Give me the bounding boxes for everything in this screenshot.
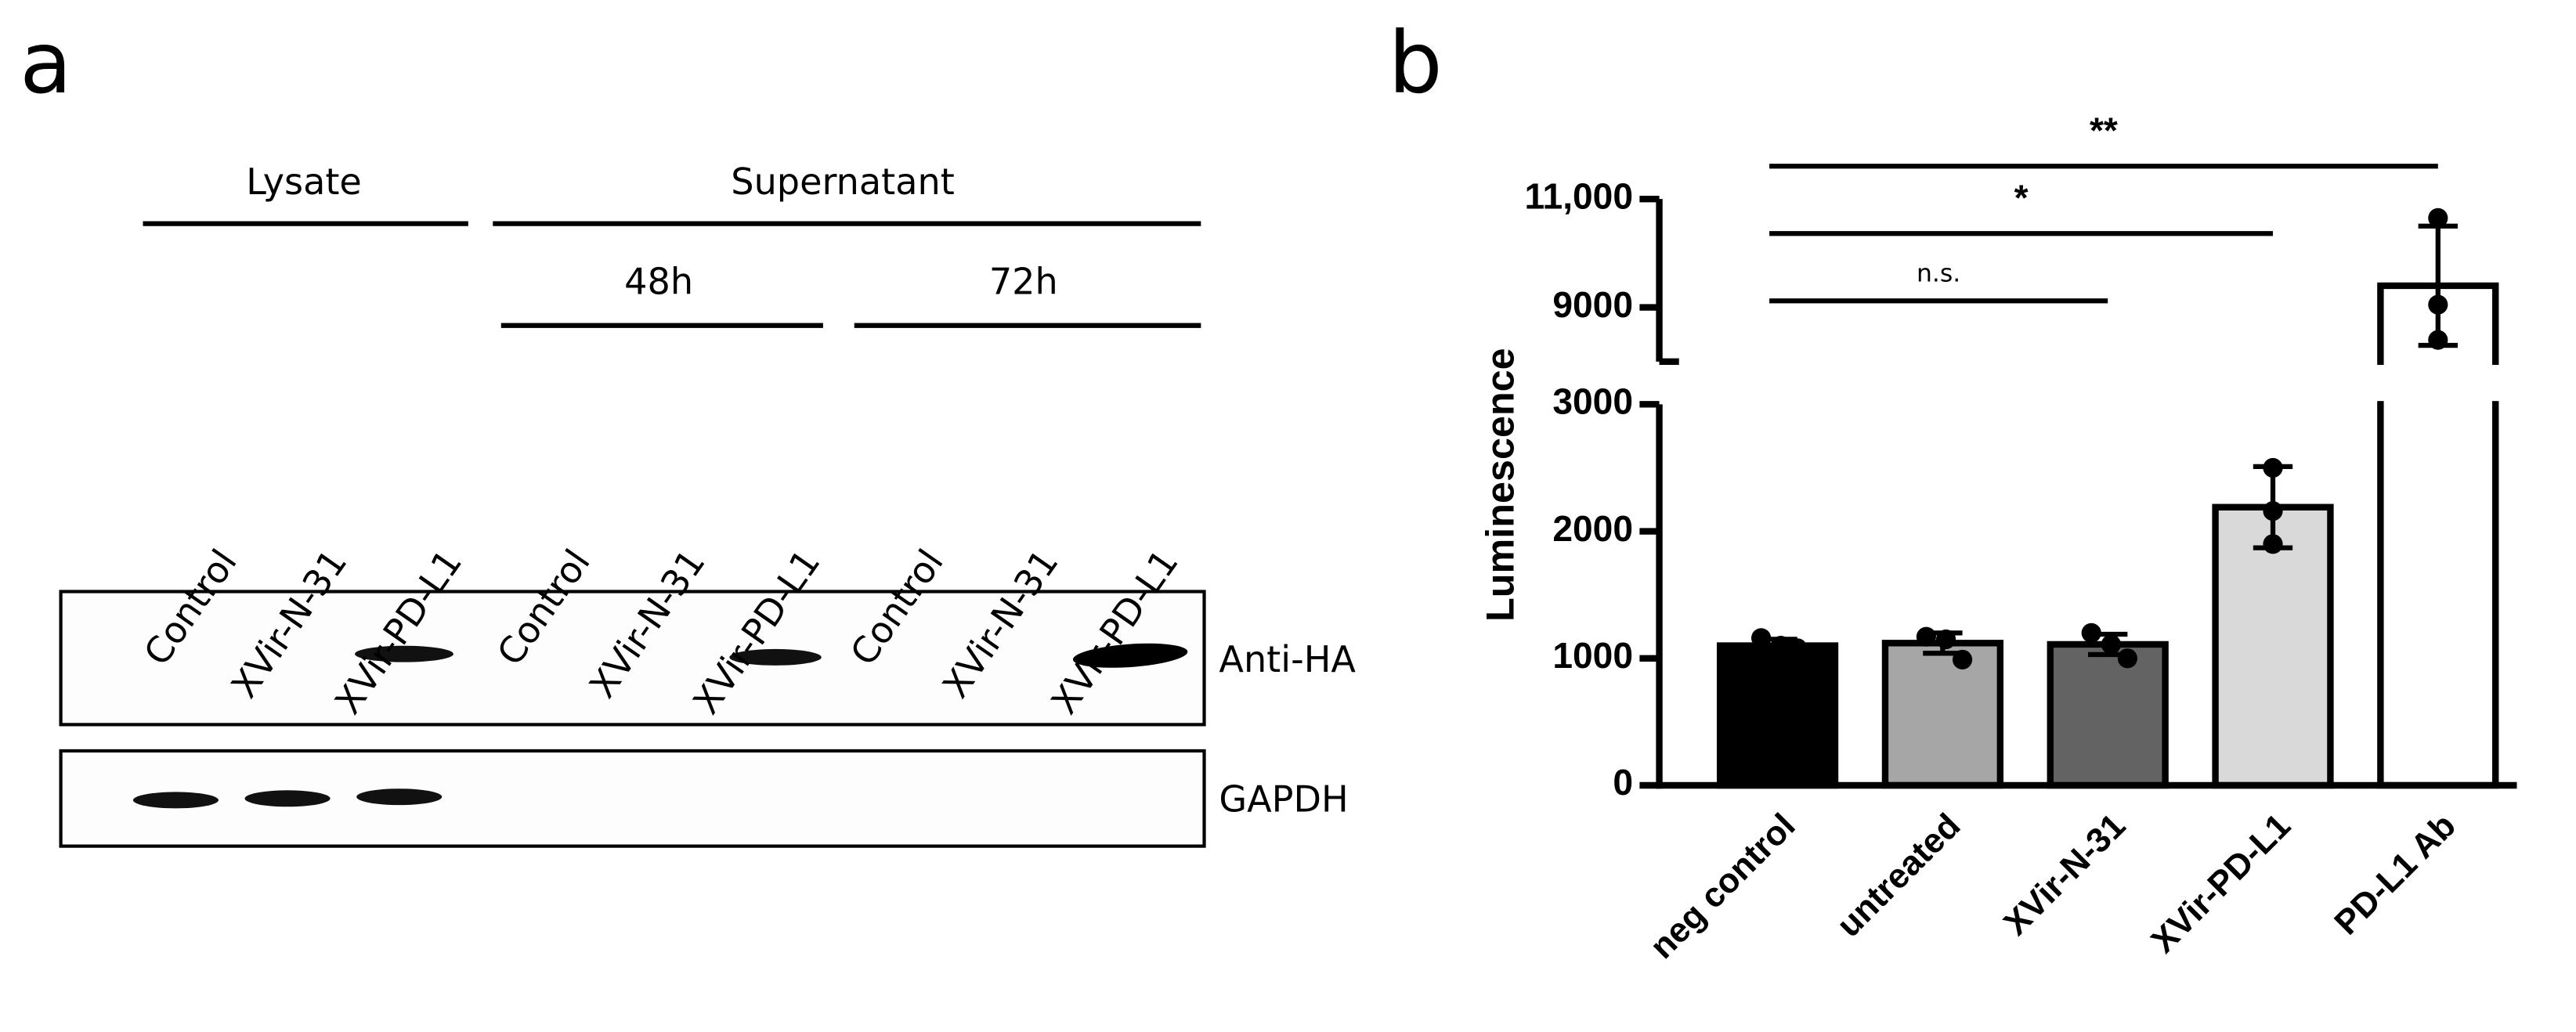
bar — [1716, 642, 1839, 789]
data-point — [1935, 629, 1956, 650]
group-label: Lysate — [246, 161, 362, 203]
x-tick-label: PD-L1 Ab — [2327, 806, 2463, 943]
data-point — [2428, 330, 2448, 350]
data-point — [2101, 634, 2121, 655]
y-tick-label: 1000 — [1552, 635, 1633, 676]
data-point — [2263, 501, 2283, 521]
data-point — [2263, 534, 2283, 554]
y-tick-label: 0 — [1613, 762, 1633, 803]
y-tick-label: 9000 — [1552, 284, 1633, 325]
data-point — [2428, 207, 2448, 228]
data-point — [1952, 649, 1973, 669]
bar — [2377, 282, 2499, 789]
y-axis-label: Luminescence — [1478, 348, 1523, 622]
band — [132, 792, 219, 809]
x-tick-label: untreated — [1830, 806, 1968, 945]
data-point — [2117, 648, 2137, 669]
group-label: Supernatant — [731, 161, 954, 203]
blot-label: GAPDH — [1219, 778, 1348, 820]
significance-label: ** — [2090, 110, 2118, 150]
band — [356, 788, 443, 806]
timepoint-label: 48h — [624, 261, 693, 303]
x-tick-label: XVir-N-31 — [1996, 806, 2133, 943]
timepoint-label: 72h — [989, 261, 1058, 303]
band — [244, 790, 331, 807]
bar — [2047, 640, 2169, 789]
data-point — [1916, 626, 1936, 647]
axis-break-gap — [1635, 365, 2531, 402]
blot — [59, 590, 1206, 727]
data-point — [2428, 294, 2448, 315]
band — [729, 648, 822, 666]
band — [355, 645, 453, 662]
x-tick-label: XVir-PD-L1 — [2144, 806, 2298, 961]
y-tick-label: 2000 — [1552, 508, 1633, 549]
band — [1072, 643, 1188, 668]
y-tick-label: 11,000 — [1524, 175, 1633, 216]
data-point — [2263, 457, 2283, 478]
panel-label: a — [20, 13, 72, 113]
data-point — [1751, 628, 1772, 648]
data-point — [1771, 635, 1791, 656]
x-tick-label: neg control — [1642, 806, 1802, 966]
bar — [1881, 640, 2003, 789]
data-point — [2081, 622, 2101, 643]
blot — [59, 749, 1206, 848]
significance-label: n.s. — [1917, 260, 1960, 288]
y-tick-label: 3000 — [1552, 381, 1633, 422]
data-point — [1787, 638, 1808, 659]
blot-label: Anti-HA — [1219, 638, 1356, 680]
panel-label: b — [1388, 13, 1442, 113]
significance-label: * — [2014, 177, 2029, 218]
